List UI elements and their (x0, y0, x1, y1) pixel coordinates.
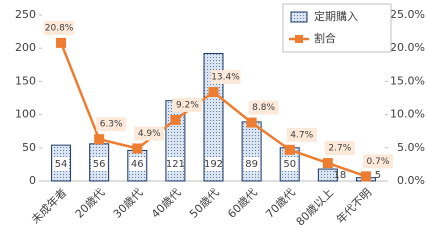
x-tick-label: 70歳代 (263, 186, 298, 221)
value-label-box (96, 117, 127, 132)
value-label-box (362, 154, 393, 169)
bar-label-box (167, 157, 184, 171)
value-label-box (286, 127, 317, 142)
x-tick-label: 50歳代 (187, 186, 222, 221)
bar (317, 168, 338, 182)
y-tick-label: 50 (22, 141, 36, 154)
x-tick-label: 80歳以上 (294, 186, 336, 228)
marker (284, 144, 295, 155)
value-label-box (134, 126, 165, 141)
bar (203, 53, 224, 182)
value-label: 13.4% (211, 73, 240, 83)
legend-swatch (290, 11, 308, 23)
x-tick-label: 60歳代 (225, 186, 260, 221)
legend-marker (295, 35, 303, 43)
bar-label-box (205, 157, 222, 171)
bar-label-box (91, 157, 108, 171)
bar-label: 54 (55, 159, 68, 170)
value-label-box (210, 70, 241, 85)
bar-label-box (53, 157, 70, 171)
bar-label-box (129, 157, 146, 171)
value-label-box (248, 100, 279, 115)
bar-label: 121 (166, 159, 185, 170)
legend-label: 割合 (314, 31, 336, 45)
value-label: 4.7% (290, 130, 313, 140)
y-tick-label: 200 (15, 41, 36, 54)
marker (94, 134, 105, 145)
value-label-box (44, 20, 75, 35)
bar (241, 121, 262, 182)
marker (170, 114, 181, 125)
y2-tick-label: 10.0% (390, 108, 425, 121)
bar-label: 89 (245, 159, 258, 170)
y-tick-label: 250 (15, 8, 36, 21)
bar-label: 50 (283, 159, 296, 170)
bar-label: 56 (93, 159, 106, 170)
value-label: 0.7% (367, 157, 390, 167)
value-label: 8.8% (252, 103, 275, 113)
y2-tick-label: 25.0% (390, 8, 425, 21)
bar-label: 18 (333, 170, 346, 181)
bar-label: 192 (204, 159, 223, 170)
legend-label: 定期購入 (314, 9, 358, 23)
value-label: 2.7% (328, 144, 351, 154)
x-tick-label: 40歳代 (149, 186, 184, 221)
x-tick-label: 未成年者 (28, 185, 69, 226)
y2-tick-label: 5.0% (397, 141, 425, 154)
bar-label: 46 (131, 159, 144, 170)
bar-label-box (281, 157, 298, 171)
value-label-box (172, 97, 203, 112)
value-label: 20.8% (45, 23, 74, 33)
y2-tick-label: 0.0% (397, 174, 425, 187)
y-tick-label: 100 (15, 108, 36, 121)
bar-label: 5 (375, 170, 381, 181)
value-label: 4.9% (138, 129, 161, 139)
marker (208, 87, 219, 98)
value-label-box (324, 141, 355, 156)
marker (322, 158, 333, 169)
value-label: 6.3% (100, 120, 123, 130)
x-tick-label: 年代不明 (333, 185, 374, 226)
y2-tick-label: 15.0% (390, 74, 425, 87)
y2-tick-label: 20.0% (390, 41, 425, 54)
y-tick-label: 0 (29, 174, 36, 187)
bar-label-box (243, 157, 260, 171)
marker (246, 117, 257, 128)
value-label: 9.2% (176, 100, 199, 110)
x-tick-label: 20歳代 (73, 186, 108, 221)
x-tick-label: 30歳代 (111, 186, 146, 221)
marker (56, 37, 67, 48)
y-tick-label: 150 (15, 74, 36, 87)
marker (360, 171, 371, 182)
marker (132, 143, 143, 154)
